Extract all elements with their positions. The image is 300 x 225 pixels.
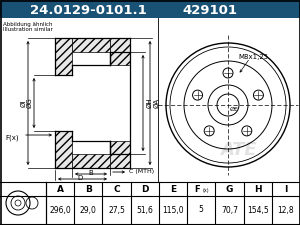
Text: C: C <box>113 184 120 194</box>
Text: E: E <box>170 184 176 194</box>
Text: 27,5: 27,5 <box>108 205 125 214</box>
Text: 429101: 429101 <box>182 4 238 16</box>
Polygon shape <box>110 141 130 168</box>
Text: B: B <box>88 170 93 176</box>
Text: 70,7: 70,7 <box>221 205 238 214</box>
Text: G: G <box>226 184 233 194</box>
Text: D: D <box>141 184 148 194</box>
Bar <box>0 0 300 18</box>
Polygon shape <box>110 38 130 65</box>
Polygon shape <box>72 154 110 168</box>
Text: D: D <box>77 175 82 181</box>
Polygon shape <box>55 38 72 75</box>
Text: M8x1,25: M8x1,25 <box>238 54 268 60</box>
Text: ATE: ATE <box>220 141 256 159</box>
Text: 24.0129-0101.1: 24.0129-0101.1 <box>30 4 146 16</box>
Polygon shape <box>72 38 110 52</box>
Text: H: H <box>254 184 262 194</box>
Text: 296,0: 296,0 <box>49 205 71 214</box>
Text: 12,8: 12,8 <box>278 205 294 214</box>
Text: 29,0: 29,0 <box>80 205 97 214</box>
Text: I: I <box>284 184 288 194</box>
Text: F: F <box>195 184 200 194</box>
Text: ØH: ØH <box>147 98 153 108</box>
Text: (x): (x) <box>203 188 209 193</box>
Text: A: A <box>57 184 64 194</box>
Text: ØE: ØE <box>230 107 239 112</box>
Text: 5: 5 <box>199 205 204 214</box>
Text: 115,0: 115,0 <box>162 205 184 214</box>
Text: F(x): F(x) <box>5 135 19 141</box>
Text: C (MTH): C (MTH) <box>129 169 154 175</box>
Polygon shape <box>55 131 72 168</box>
Text: ØG: ØG <box>27 98 33 108</box>
Text: ØI: ØI <box>21 99 27 107</box>
Text: 51,6: 51,6 <box>136 205 153 214</box>
Text: ØA: ØA <box>154 98 160 108</box>
Text: Illustration similar: Illustration similar <box>3 27 53 32</box>
Text: 154,5: 154,5 <box>247 205 268 214</box>
Text: Abbildung ähnlich: Abbildung ähnlich <box>3 22 52 27</box>
Text: B: B <box>85 184 92 194</box>
